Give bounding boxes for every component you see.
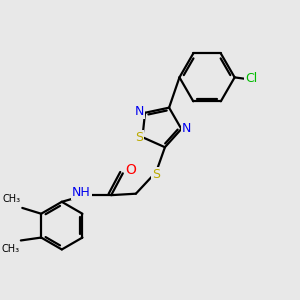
Text: CH₃: CH₃ (3, 194, 21, 204)
Text: O: O (125, 164, 136, 178)
Text: N: N (182, 122, 191, 135)
Text: S: S (135, 131, 143, 144)
Text: N: N (135, 105, 145, 118)
Text: S: S (152, 168, 160, 181)
Text: NH: NH (72, 186, 91, 199)
Text: CH₃: CH₃ (1, 244, 20, 254)
Text: Cl: Cl (245, 72, 257, 85)
